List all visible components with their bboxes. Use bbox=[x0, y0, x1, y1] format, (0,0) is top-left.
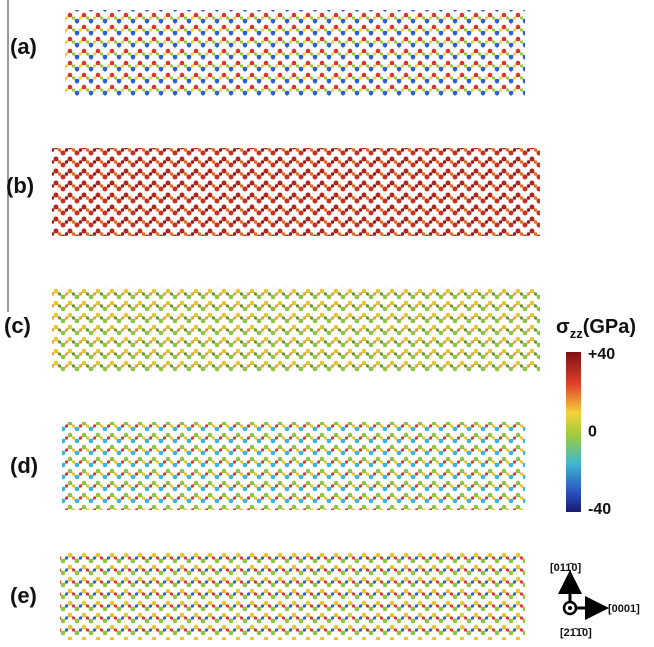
colorbar-tick-label: 0 bbox=[588, 424, 597, 441]
panel-label: (b) bbox=[6, 173, 34, 198]
colorbar-tick-label: +40 bbox=[588, 346, 615, 363]
lattice bbox=[65, 10, 525, 96]
colorbar-tick-label: -40 bbox=[588, 501, 611, 518]
colorbar bbox=[566, 352, 581, 512]
axis-label: [0001] bbox=[608, 603, 640, 615]
panel-label: (a) bbox=[10, 34, 37, 59]
lattice bbox=[52, 148, 540, 236]
unit: (GPa) bbox=[583, 316, 636, 338]
figure: (a) (b) (c) (d) (e) σzz(GPa) +40 0 -40 [01… bbox=[0, 0, 654, 642]
panel-label: (e) bbox=[10, 583, 37, 608]
axis-out-dot bbox=[568, 606, 572, 610]
axis-label: [21̄1̄0] bbox=[560, 627, 592, 639]
lattice bbox=[62, 422, 525, 510]
symbol: σ bbox=[556, 316, 570, 338]
panel-label: (d) bbox=[10, 453, 38, 478]
colorbar-title: σzz(GPa) bbox=[556, 316, 636, 341]
lattice bbox=[52, 287, 540, 373]
axis-label: [011̄0] bbox=[550, 562, 582, 574]
panel-label: (c) bbox=[4, 313, 31, 338]
subscript: zz bbox=[570, 326, 584, 341]
lattice bbox=[60, 552, 525, 640]
